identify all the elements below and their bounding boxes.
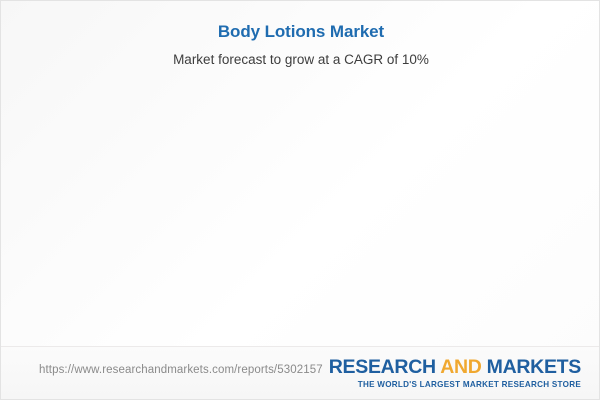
footer-bar: https://www.researchandmarkets.com/repor… — [1, 346, 599, 399]
chart-plot-area: USD 107.5 Billion — [1, 1, 599, 346]
logo-word-and: AND — [440, 356, 482, 378]
chart-subtitle: Market forecast to grow at a CAGR of 10% — [173, 52, 429, 67]
page-title: Body Lotions Market — [217, 22, 385, 41]
brand-logo[interactable]: RESEARCH AND MARKETS THE WORLD'S LARGEST… — [328, 356, 582, 390]
logo-word-research: RESEARCH — [328, 356, 436, 378]
logo-word-markets: MARKETS — [486, 356, 582, 378]
report-url-link[interactable]: https://www.researchandmarkets.com/repor… — [39, 364, 323, 376]
chart-header: Body Lotions Market Market forecast to g… — [1, 21, 599, 69]
logo-tagline: THE WORLD'S LARGEST MARKET RESEARCH STOR… — [357, 380, 581, 389]
logo-wordmark: RESEARCH AND MARKETS — [328, 356, 582, 378]
